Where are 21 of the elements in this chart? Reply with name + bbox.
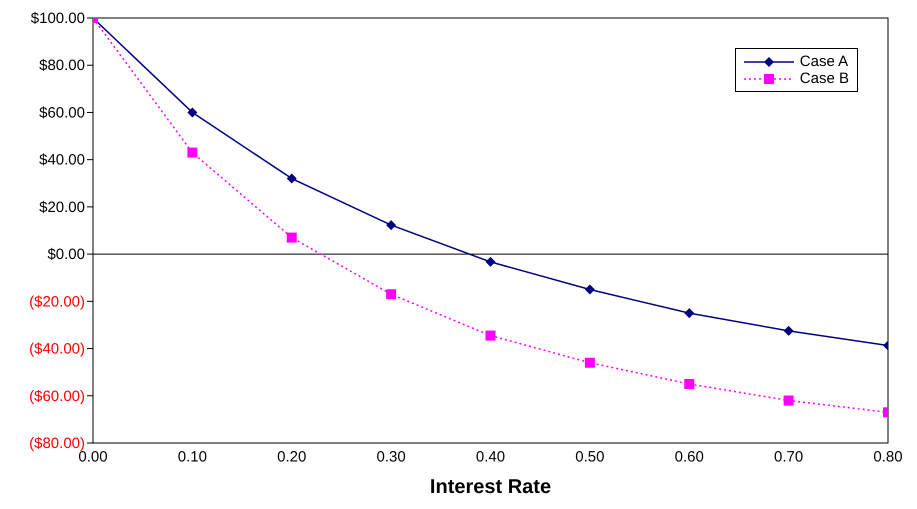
x-tick-label: 0.70 — [774, 448, 804, 466]
x-tick-label: 0.30 — [376, 448, 406, 466]
y-tick-label: ($60.00) — [29, 388, 85, 405]
y-tick-label: $60.00 — [39, 104, 85, 122]
x-tick-label: 0.40 — [476, 448, 506, 466]
x-tick-label: 0.50 — [575, 448, 604, 466]
y-tick-label: $100.00 — [30, 10, 85, 27]
y-tick-label: ($40.00) — [29, 340, 85, 358]
x-tick-label: 0.20 — [277, 448, 306, 466]
y-tick-label: $80.00 — [39, 57, 85, 74]
x-axis-title: Interest Rate — [430, 476, 552, 498]
legend-label: Case A — [800, 53, 848, 70]
y-tick-label: $40.00 — [39, 152, 85, 169]
x-tick-label: 0.60 — [674, 448, 704, 466]
y-tick-label: ($20.00) — [29, 293, 85, 310]
x-tick-label: 0.80 — [873, 448, 903, 466]
x-tick-label: 0.10 — [178, 448, 207, 466]
y-tick-label: $0.00 — [47, 246, 85, 264]
y-tick-label: $20.00 — [39, 198, 85, 216]
legend-label: Case B — [800, 70, 849, 87]
y-tick-label: ($80.00) — [29, 435, 85, 452]
